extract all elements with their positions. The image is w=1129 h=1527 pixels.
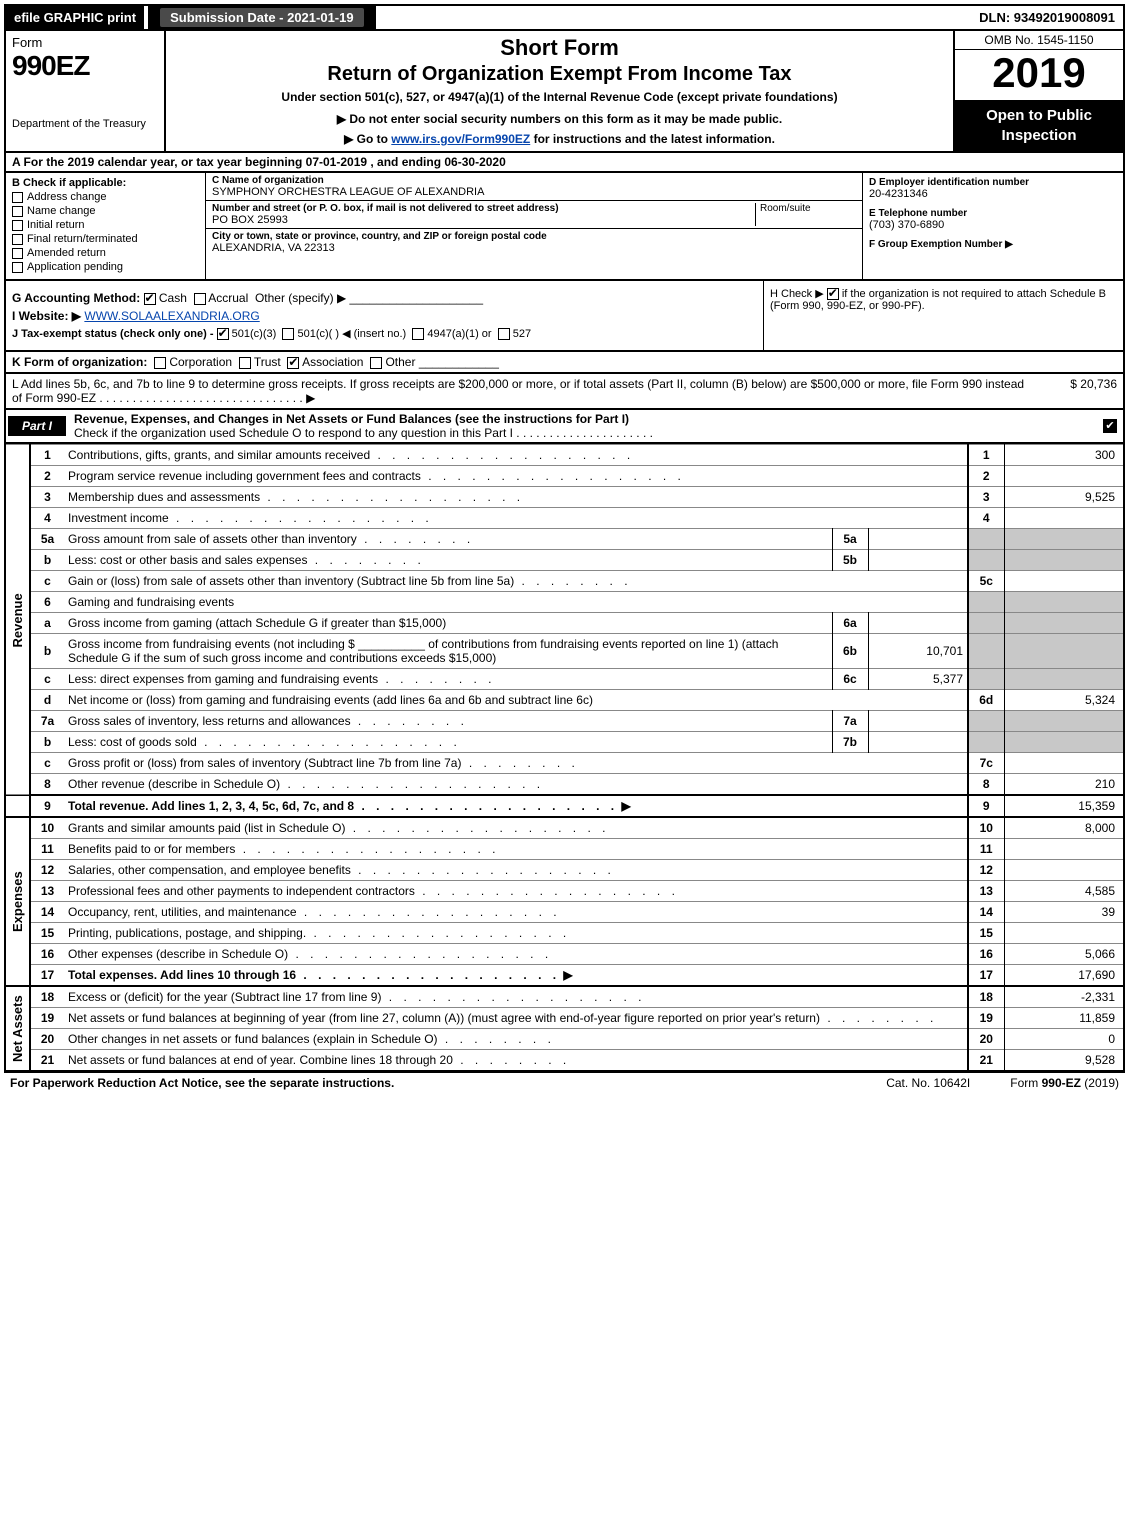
schedule-o-checkbox[interactable]: ✔ xyxy=(1103,419,1117,433)
part-i-header: Part I Revenue, Expenses, and Changes in… xyxy=(4,410,1125,444)
line-4-amount xyxy=(1004,508,1124,529)
trust-checkbox[interactable] xyxy=(239,357,251,369)
form-number: 990EZ xyxy=(12,50,158,82)
entity-info: B Check if applicable: Address change Na… xyxy=(4,173,1125,281)
line-10-amount: 8,000 xyxy=(1004,817,1124,839)
line-9-amount: 15,359 xyxy=(1004,795,1124,817)
application-pending-checkbox[interactable] xyxy=(12,262,23,273)
corporation-checkbox[interactable] xyxy=(154,357,166,369)
line-7b-amount xyxy=(868,732,968,753)
line-19-amount: 11,859 xyxy=(1004,1008,1124,1029)
line-20-amount: 0 xyxy=(1004,1029,1124,1050)
line-15-amount xyxy=(1004,923,1124,944)
efile-print-button[interactable]: efile GRAPHIC print xyxy=(6,6,144,29)
line-8-amount: 210 xyxy=(1004,774,1124,796)
return-title: Return of Organization Exempt From Incom… xyxy=(174,63,945,86)
line-6d-amount: 5,324 xyxy=(1004,690,1124,711)
4947-checkbox[interactable] xyxy=(412,328,424,340)
final-return-checkbox[interactable] xyxy=(12,234,23,245)
page-footer: For Paperwork Reduction Act Notice, see … xyxy=(4,1072,1125,1093)
line-5c-amount xyxy=(1004,571,1124,592)
line-11-amount xyxy=(1004,839,1124,860)
schedule-b-checkbox[interactable] xyxy=(827,288,839,300)
form-header: Form 990EZ Department of the Treasury Sh… xyxy=(4,31,1125,153)
dln-label: DLN: 93492019008091 xyxy=(979,10,1123,25)
accrual-checkbox[interactable] xyxy=(194,293,206,305)
line-18-amount: -2,331 xyxy=(1004,986,1124,1008)
box-b-checks: B Check if applicable: Address change Na… xyxy=(6,173,206,279)
section-g-h: G Accounting Method: Cash Accrual Other … xyxy=(4,281,1125,352)
ein-value: 20-4231346 xyxy=(869,188,1117,200)
under-section-text: Under section 501(c), 527, or 4947(a)(1)… xyxy=(174,90,945,104)
name-change-checkbox[interactable] xyxy=(12,206,23,217)
dept-treasury: Department of the Treasury xyxy=(12,118,158,130)
row-k: K Form of organization: Corporation Trus… xyxy=(4,352,1125,374)
501c-checkbox[interactable] xyxy=(282,328,294,340)
501c3-checkbox[interactable] xyxy=(217,328,229,340)
org-city: ALEXANDRIA, VA 22313 xyxy=(212,242,856,254)
form-label: Form xyxy=(12,35,158,50)
box-d-ids: D Employer identification number 20-4231… xyxy=(863,173,1123,279)
line-14-amount: 39 xyxy=(1004,902,1124,923)
row-a-period: A For the 2019 calendar year, or tax yea… xyxy=(4,153,1125,173)
line-5a-amount xyxy=(868,529,968,550)
amended-return-checkbox[interactable] xyxy=(12,248,23,259)
tax-year: 2019 xyxy=(955,50,1123,100)
website-link[interactable]: WWW.SOLAALEXANDRIA.ORG xyxy=(84,309,259,323)
topbar: efile GRAPHIC print Submission Date - 20… xyxy=(4,4,1125,31)
open-public-badge: Open to Public Inspection xyxy=(955,100,1123,151)
line-7a-amount xyxy=(868,711,968,732)
line-12-amount xyxy=(1004,860,1124,881)
part-i-tab: Part I xyxy=(8,416,66,436)
paperwork-notice: For Paperwork Reduction Act Notice, see … xyxy=(10,1076,846,1090)
line-7c-amount xyxy=(1004,753,1124,774)
expenses-side-label: Expenses xyxy=(5,817,30,986)
omb-number: OMB No. 1545-1150 xyxy=(955,31,1123,50)
line-3-amount: 9,525 xyxy=(1004,487,1124,508)
cash-checkbox[interactable] xyxy=(144,293,156,305)
line-6a-amount xyxy=(868,613,968,634)
line-6c-amount: 5,377 xyxy=(868,669,968,690)
org-name: SYMPHONY ORCHESTRA LEAGUE OF ALEXANDRIA xyxy=(212,186,856,198)
goto-instructions: ▶ Go to www.irs.gov/Form990EZ for instru… xyxy=(174,132,945,146)
row-l: L Add lines 5b, 6c, and 7b to line 9 to … xyxy=(4,374,1125,410)
form-ref: Form 990-EZ (2019) xyxy=(1010,1076,1119,1090)
submission-date-badge: Submission Date - 2021-01-19 xyxy=(148,6,376,29)
line-2-amount xyxy=(1004,466,1124,487)
initial-return-checkbox[interactable] xyxy=(12,220,23,231)
net-assets-side-label: Net Assets xyxy=(5,986,30,1071)
gross-receipts-total: $ 20,736 xyxy=(1037,377,1117,405)
527-checkbox[interactable] xyxy=(498,328,510,340)
phone-value: (703) 370-6890 xyxy=(869,219,1117,231)
line-6b-amount: 10,701 xyxy=(868,634,968,669)
address-change-checkbox[interactable] xyxy=(12,192,23,203)
irs-link[interactable]: www.irs.gov/Form990EZ xyxy=(391,132,530,146)
line-16-amount: 5,066 xyxy=(1004,944,1124,965)
revenue-side-label: Revenue xyxy=(5,445,30,796)
other-checkbox[interactable] xyxy=(370,357,382,369)
org-street: PO BOX 25993 xyxy=(212,214,751,226)
line-13-amount: 4,585 xyxy=(1004,881,1124,902)
association-checkbox[interactable] xyxy=(287,357,299,369)
noentry-warning: ▶ Do not enter social security numbers o… xyxy=(174,112,945,126)
box-c-org: C Name of organization SYMPHONY ORCHESTR… xyxy=(206,173,863,279)
short-form-title: Short Form xyxy=(174,35,945,61)
financial-table: Revenue 1 Contributions, gifts, grants, … xyxy=(4,444,1125,1072)
line-21-amount: 9,528 xyxy=(1004,1050,1124,1072)
group-exemption-label: F Group Exemption Number ▶ xyxy=(869,239,1117,250)
room-suite-label: Room/suite xyxy=(756,203,856,226)
catalog-number: Cat. No. 10642I xyxy=(846,1076,1010,1090)
line-17-amount: 17,690 xyxy=(1004,965,1124,987)
line-1-amount: 300 xyxy=(1004,445,1124,466)
line-5b-amount xyxy=(868,550,968,571)
